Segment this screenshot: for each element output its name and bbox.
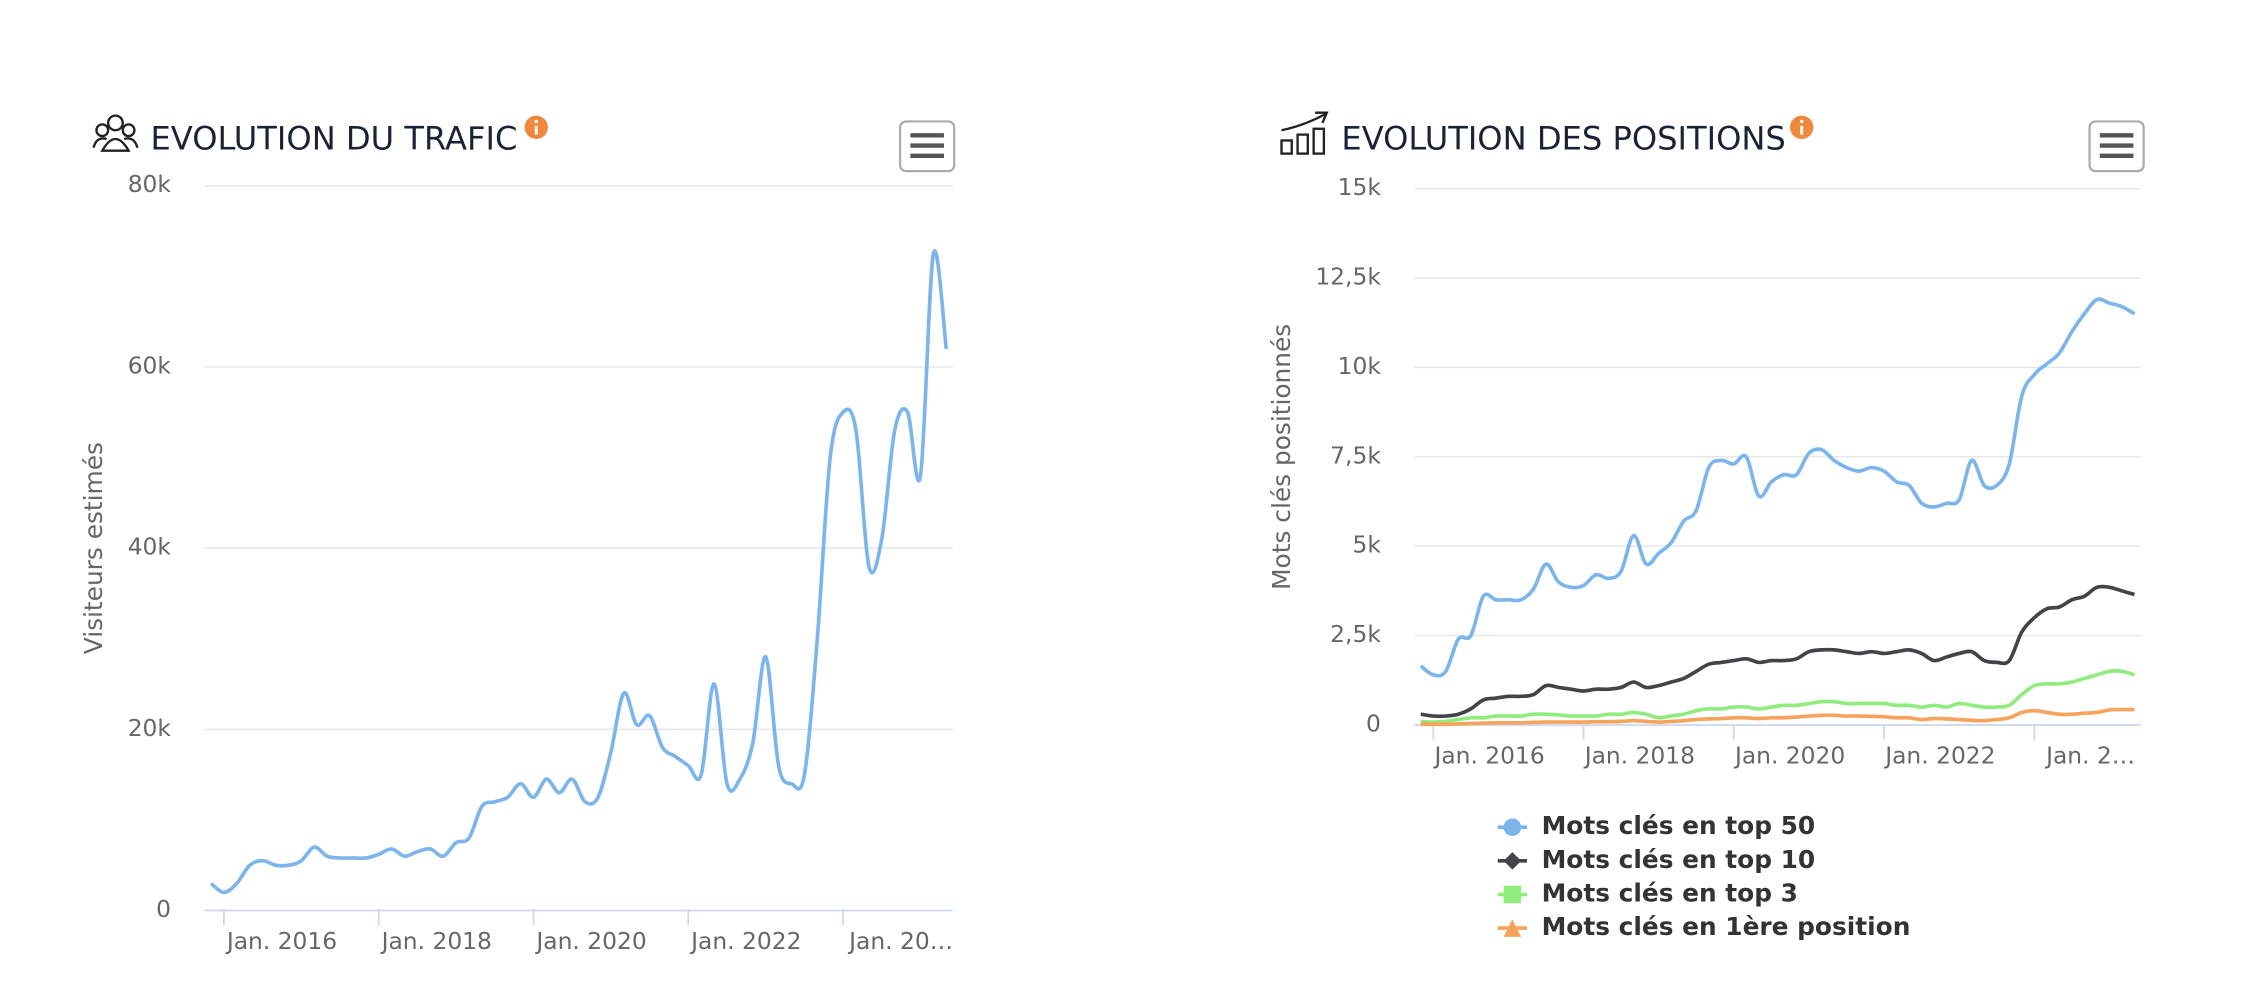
x-tick-label: Jan. 2016 bbox=[225, 927, 337, 955]
series-line bbox=[1420, 584, 2135, 719]
menu-button[interactable] bbox=[899, 120, 956, 173]
y-axis-title: Visiteurs estimés bbox=[79, 442, 108, 654]
legend-label: Mots clés en 1ère position bbox=[1542, 912, 1911, 941]
legend-marker bbox=[1503, 818, 1522, 837]
positions-icon bbox=[1280, 111, 1329, 155]
y-tick-label: 12,5k bbox=[1315, 263, 1381, 291]
chart-title: EVOLUTION DES POSITIONS bbox=[1341, 119, 1785, 157]
traffic-icon bbox=[92, 114, 139, 152]
y-tick-label: 15k bbox=[1338, 173, 1382, 201]
y-tick-label: 40k bbox=[128, 533, 172, 561]
x-tick-label: Jan. 2020 bbox=[1733, 742, 1845, 770]
x-tick-label: Jan. 2018 bbox=[1583, 742, 1695, 770]
y-tick-label: 5k bbox=[1352, 531, 1381, 559]
series-line bbox=[209, 249, 949, 895]
y-tick-label: 7,5k bbox=[1330, 441, 1381, 469]
menu-button[interactable] bbox=[2088, 120, 2145, 173]
legend-item[interactable]: Mots clés en top 50 bbox=[1497, 811, 1816, 840]
chart-title: EVOLUTION DU TRAFIC bbox=[151, 119, 518, 157]
x-tick-label: Jan. 2018 bbox=[380, 927, 492, 955]
y-tick-label: 80k bbox=[128, 170, 172, 198]
legend-marker bbox=[1503, 885, 1522, 904]
y-tick-label: 60k bbox=[128, 351, 172, 379]
y-tick-label: 0 bbox=[1366, 709, 1381, 737]
chart: EVOLUTION DU TRAFIC Visiteurs estimés 0 20k… bbox=[79, 119, 953, 955]
legend-marker bbox=[1503, 919, 1522, 937]
info-icon bbox=[1790, 115, 1814, 139]
x-tick-label: Jan. 2… bbox=[2044, 742, 2135, 770]
info-icon bbox=[524, 115, 548, 139]
series-line bbox=[1420, 707, 2135, 727]
series-line bbox=[1419, 297, 2136, 678]
legend-marker bbox=[1503, 852, 1522, 870]
legend-label: Mots clés en top 50 bbox=[1542, 811, 1816, 840]
y-tick-label: 2,5k bbox=[1330, 620, 1381, 648]
legend-label: Mots clés en top 10 bbox=[1542, 845, 1816, 874]
legend-item[interactable]: Mots clés en top 3 bbox=[1497, 878, 1798, 907]
y-tick-label: 20k bbox=[128, 714, 172, 742]
legend-label: Mots clés en top 3 bbox=[1542, 878, 1798, 907]
y-tick-label: 10k bbox=[1338, 352, 1382, 380]
chart: EVOLUTION DES POSITIONS Mots clés positio… bbox=[1267, 119, 2141, 941]
x-tick-label: Jan. 2022 bbox=[689, 927, 801, 955]
x-tick-label: Jan. 20… bbox=[847, 927, 953, 955]
x-tick-label: Jan. 2022 bbox=[1883, 742, 1995, 770]
x-tick-label: Jan. 2020 bbox=[534, 927, 646, 955]
legend-item[interactable]: Mots clés en top 10 bbox=[1497, 845, 1816, 874]
y-axis-title: Mots clés positionnés bbox=[1267, 324, 1296, 590]
series-line bbox=[1420, 669, 2135, 724]
y-tick-label: 0 bbox=[156, 895, 171, 923]
legend-item[interactable]: Mots clés en 1ère position bbox=[1497, 912, 1911, 941]
x-tick-label: Jan. 2016 bbox=[1432, 742, 1544, 770]
